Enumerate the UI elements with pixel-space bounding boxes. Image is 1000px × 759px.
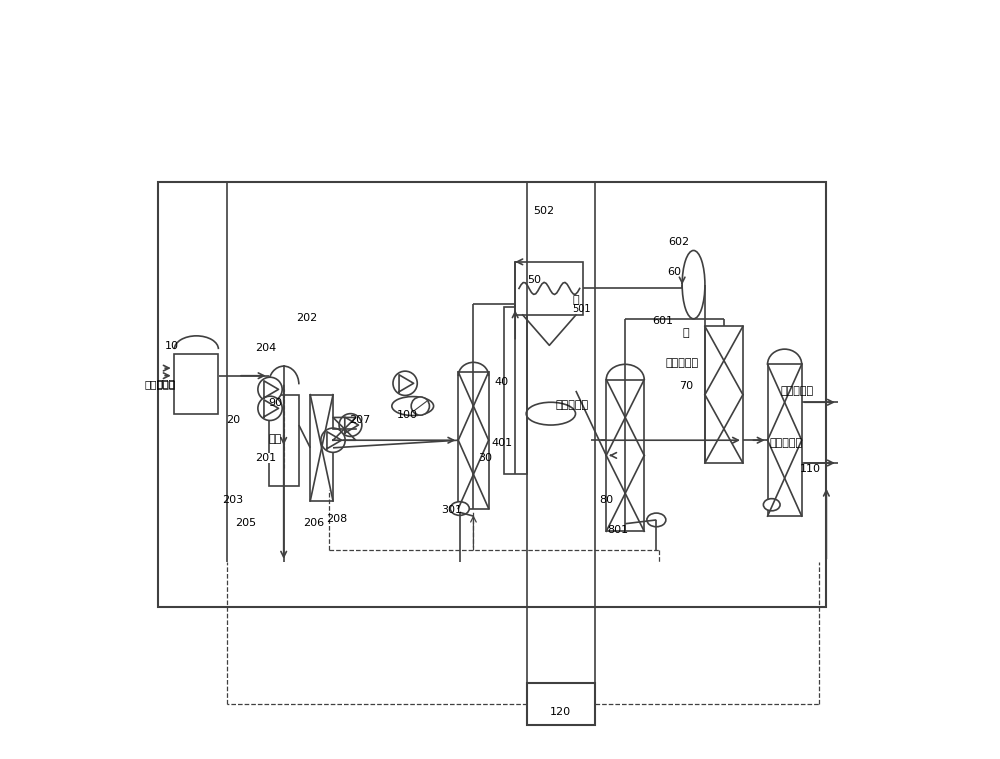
Text: 间氯苯甲醛: 间氯苯甲醛 (781, 386, 814, 396)
Text: 10: 10 (165, 342, 179, 351)
Bar (458, 372, 489, 509)
Ellipse shape (682, 250, 705, 319)
Circle shape (321, 428, 345, 452)
Text: 90: 90 (269, 398, 283, 408)
Text: 催化剂: 催化剂 (157, 378, 176, 388)
Text: 801: 801 (607, 525, 628, 535)
Bar (504, 307, 527, 474)
Ellipse shape (763, 499, 780, 511)
Text: 502: 502 (533, 206, 554, 216)
Text: 202: 202 (296, 313, 317, 323)
Circle shape (258, 377, 282, 402)
Bar (174, 354, 218, 414)
Circle shape (411, 397, 429, 415)
Bar (310, 395, 333, 501)
Text: 40: 40 (494, 377, 509, 387)
Text: 70: 70 (679, 381, 693, 391)
Text: 203: 203 (222, 495, 243, 505)
Ellipse shape (392, 396, 434, 416)
Bar (158, 182, 826, 607)
Text: 110: 110 (800, 465, 821, 474)
Text: 501: 501 (572, 304, 591, 313)
Ellipse shape (450, 502, 469, 515)
Text: 氯代苯甲醛: 氯代苯甲醛 (556, 400, 589, 410)
Text: 氧气: 氧气 (269, 434, 282, 444)
Circle shape (393, 371, 417, 395)
Text: 208: 208 (326, 514, 347, 524)
Circle shape (258, 396, 282, 420)
Text: 对氯苯甲醛: 对氯苯甲醛 (769, 438, 803, 448)
Text: 30: 30 (478, 453, 492, 463)
Text: 60: 60 (668, 267, 682, 277)
Text: 204: 204 (256, 343, 277, 353)
Text: 301: 301 (442, 505, 463, 515)
Text: 120: 120 (549, 707, 570, 717)
Text: 氯代苯甲酸: 氯代苯甲酸 (666, 358, 699, 368)
Text: 水: 水 (572, 295, 579, 305)
Bar (515, 262, 583, 315)
Text: 206: 206 (303, 518, 325, 528)
Text: 80: 80 (599, 495, 613, 505)
Text: 20: 20 (226, 415, 240, 425)
Text: 水: 水 (682, 328, 689, 338)
Text: 207: 207 (349, 415, 370, 425)
Text: 205: 205 (235, 518, 256, 528)
Circle shape (339, 414, 362, 436)
Bar (768, 364, 802, 516)
Ellipse shape (647, 513, 666, 527)
Text: 401: 401 (491, 438, 512, 448)
Text: 602: 602 (668, 237, 689, 247)
Text: 溶剂、原材: 溶剂、原材 (145, 380, 176, 389)
Text: 601: 601 (653, 317, 674, 326)
Bar (705, 326, 743, 463)
Text: 201: 201 (256, 453, 277, 463)
Bar (527, 683, 595, 725)
Text: 50: 50 (527, 275, 541, 285)
Bar (606, 380, 644, 531)
Text: 100: 100 (397, 410, 418, 420)
Ellipse shape (526, 402, 576, 425)
Bar (269, 395, 299, 486)
